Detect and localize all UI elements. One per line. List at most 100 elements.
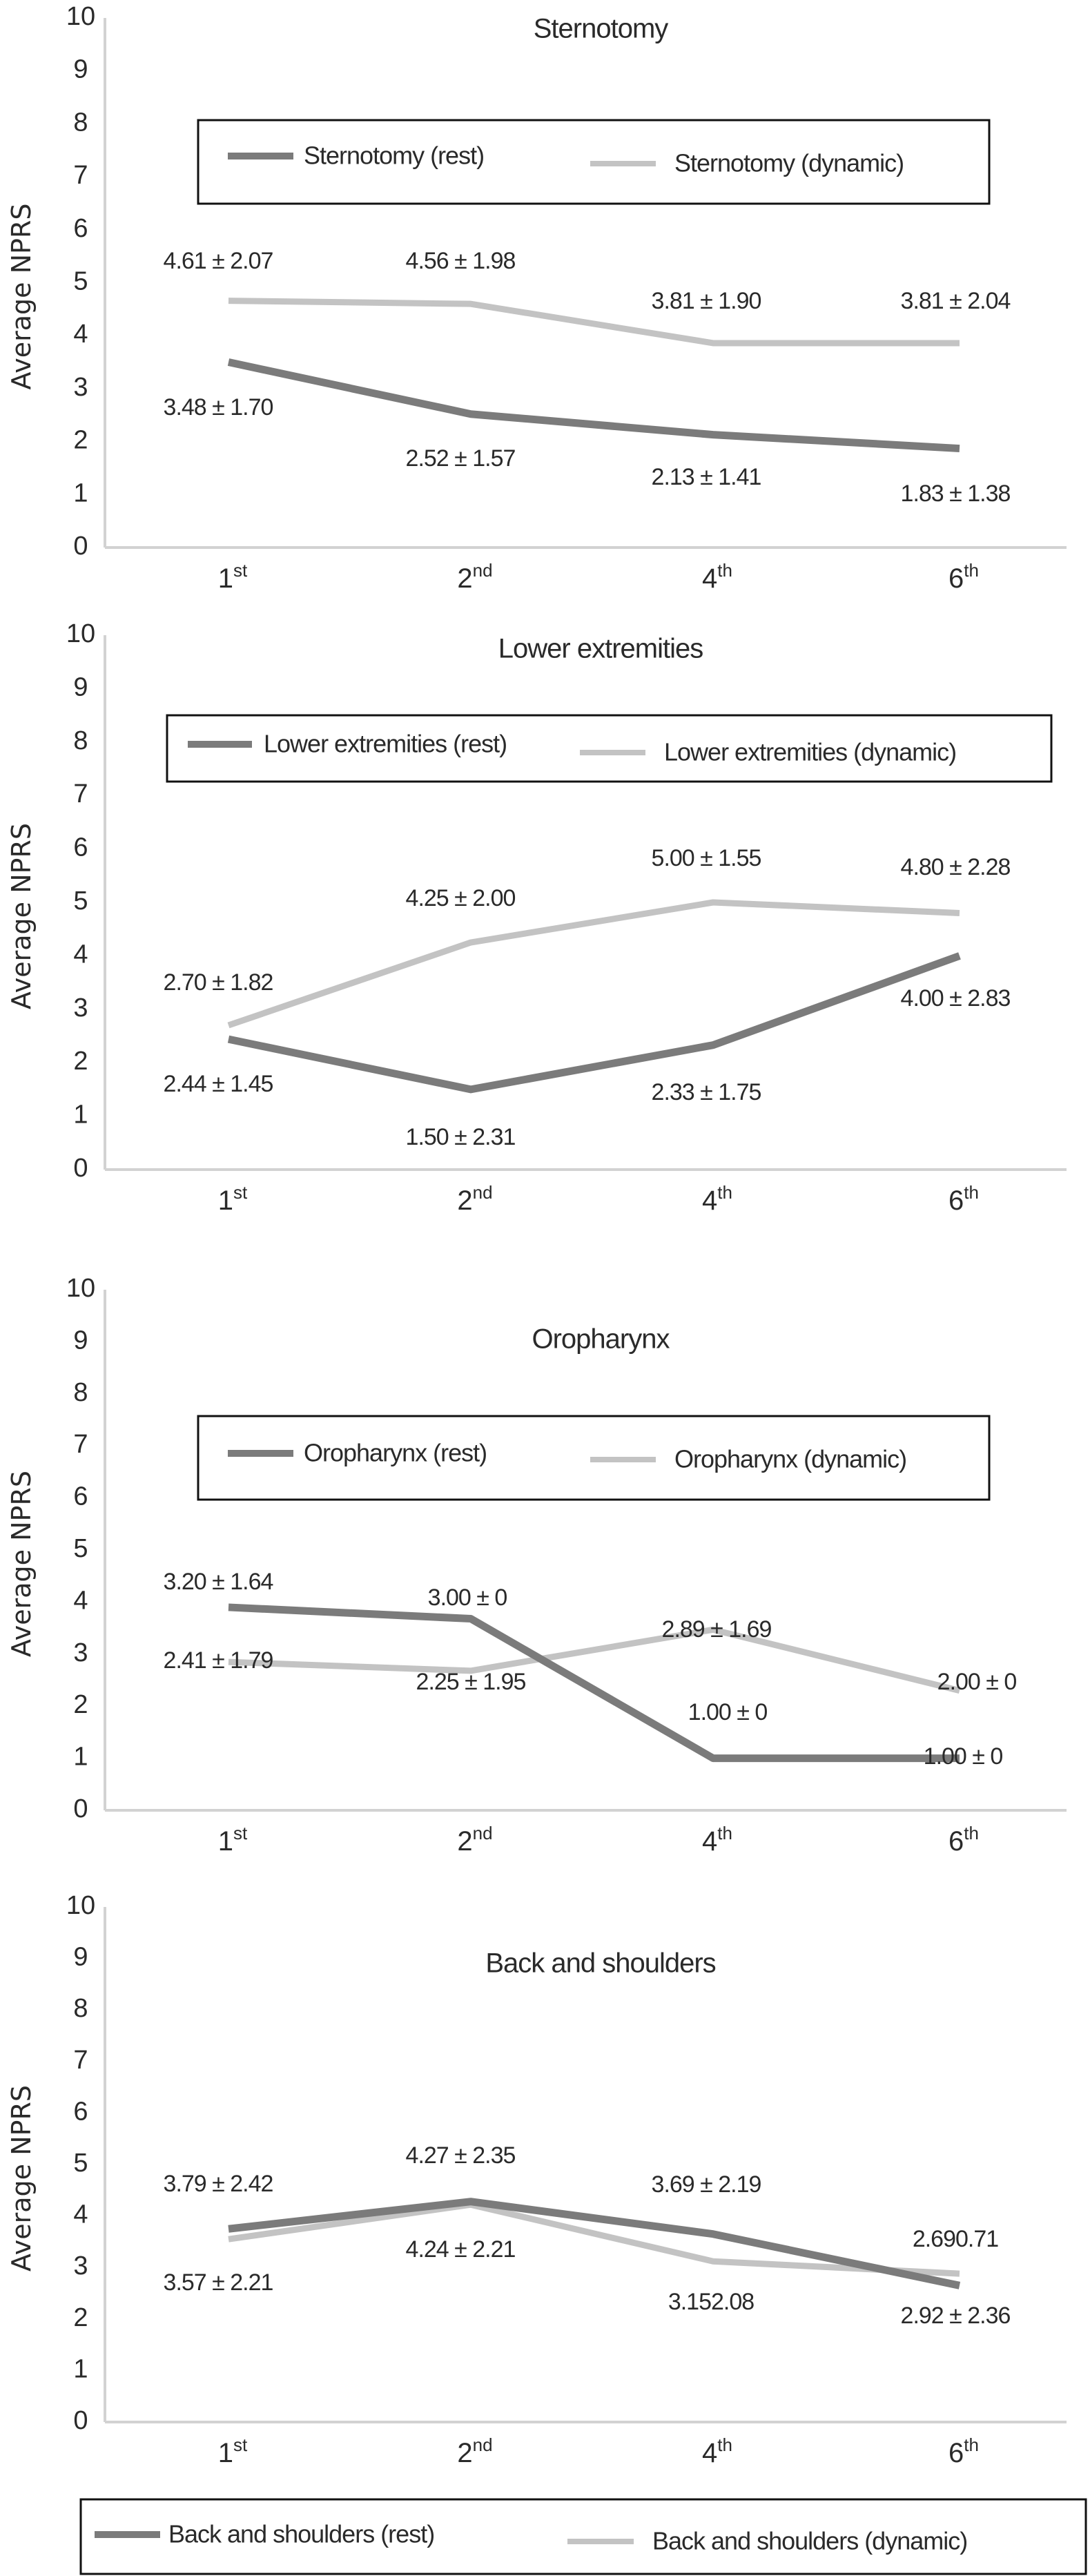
- data-label-dynamic: 4.56 ± 1.98: [406, 248, 516, 274]
- x-tick-number: 4: [702, 1826, 717, 1857]
- y-tick-label: 9: [73, 55, 88, 84]
- y-tick-label: 0: [73, 532, 88, 561]
- data-label-rest: 2.52 ± 1.57: [406, 445, 516, 472]
- legend: Sternotomy (rest) Sternotomy (dynamic): [197, 119, 991, 205]
- data-label-rest: 2.44 ± 1.45: [164, 1071, 273, 1097]
- y-tick-label: 6: [73, 833, 88, 862]
- x-tick-number: 4: [702, 2438, 717, 2468]
- data-label-dynamic: 2.25 ± 1.95: [416, 1669, 526, 1695]
- series-line-dynamic: [228, 2201, 960, 2277]
- data-label-rest: 3.20 ± 1.64: [164, 1569, 273, 1595]
- y-tick-label: 7: [73, 779, 88, 808]
- y-tick-label: 0: [73, 2406, 88, 2435]
- x-tick-ordinal-suffix: nd: [473, 1823, 493, 1843]
- x-tick-number: 1: [218, 563, 233, 594]
- x-tick-label: 1st: [218, 2434, 248, 2468]
- x-tick-ordinal-suffix: th: [964, 2434, 979, 2455]
- x-tick-number: 4: [702, 1185, 717, 1216]
- x-tick-ordinal-suffix: nd: [473, 2434, 493, 2455]
- data-label-rest: 2.92 ± 2.36: [901, 2303, 1011, 2329]
- y-tick-label: 10: [66, 1891, 95, 1920]
- y-axis-title: Average NPRS: [6, 1471, 37, 1657]
- x-tick-ordinal-suffix: th: [964, 560, 979, 581]
- y-tick-label: 3: [73, 373, 88, 402]
- y-tick-label: 5: [73, 887, 88, 916]
- x-tick-ordinal-suffix: st: [233, 1182, 248, 1203]
- x-tick-number: 6: [948, 2438, 964, 2468]
- x-tick-number: 2: [457, 1185, 472, 1216]
- data-label-rest: 1.50 ± 2.31: [406, 1124, 516, 1150]
- y-tick-label: 1: [73, 1101, 88, 1130]
- data-label-rest: 4.00 ± 2.83: [901, 985, 1011, 1011]
- data-label-dynamic: 4.61 ± 2.07: [164, 248, 273, 274]
- data-label-rest: 2.13 ± 1.41: [652, 464, 761, 490]
- data-label-dynamic: 4.24 ± 2.21: [406, 2236, 516, 2263]
- x-tick-number: 4: [702, 563, 717, 594]
- data-label-dynamic: 2.41 ± 1.79: [164, 1647, 273, 1674]
- legend-label-rest: Oropharynx (rest): [304, 1439, 487, 1467]
- x-tick-label: 4th: [702, 560, 732, 594]
- legend-label-rest: Sternotomy (rest): [304, 142, 484, 170]
- y-tick-label: 5: [73, 1534, 88, 1563]
- x-tick-label: 6th: [948, 2434, 979, 2468]
- legend-label-dynamic: Back and shoulders (dynamic): [652, 2527, 967, 2555]
- y-tick-label: 7: [73, 1430, 88, 1459]
- x-tick-number: 6: [948, 563, 964, 594]
- legend-box: [166, 714, 1053, 783]
- x-tick-ordinal-suffix: th: [717, 1823, 732, 1843]
- y-tick-label: 10: [66, 1274, 95, 1303]
- x-tick-number: 1: [218, 1826, 233, 1857]
- data-label-rest: 1.83 ± 1.38: [901, 481, 1011, 507]
- y-tick-label: 2: [73, 426, 88, 455]
- x-tick-number: 2: [457, 563, 472, 594]
- legend-label-dynamic: Sternotomy (dynamic): [674, 149, 904, 177]
- data-label-rest: 3.69 ± 2.19: [652, 2171, 761, 2198]
- x-tick-label: 2nd: [457, 1823, 492, 1857]
- x-tick-label: 1st: [218, 560, 248, 594]
- data-label-rest: 1.00 ± 0: [688, 1699, 768, 1725]
- x-tick-label: 4th: [702, 2434, 732, 2468]
- y-tick-label: 6: [73, 214, 88, 243]
- x-tick-number: 2: [457, 2438, 472, 2468]
- data-label-rest: 3.79 ± 2.42: [164, 2171, 273, 2197]
- y-tick-label: 7: [73, 161, 88, 190]
- data-label-rest: 3.00 ± 0: [428, 1585, 507, 1611]
- series-line-dynamic: [227, 899, 960, 1029]
- chart-title: Oropharynx: [532, 1324, 670, 1355]
- y-tick-label: 10: [66, 619, 95, 648]
- y-tick-label: 1: [73, 478, 88, 507]
- y-tick-label: 9: [73, 1943, 88, 1972]
- x-tick-ordinal-suffix: th: [964, 1182, 979, 1203]
- y-tick-label: 3: [73, 1638, 88, 1667]
- legend-label-rest: Back and shoulders (rest): [168, 2520, 434, 2548]
- legend: Back and shoulders (rest) Back and should…: [79, 2498, 1087, 2575]
- y-tick-label: 0: [73, 1154, 88, 1183]
- y-tick-label: 8: [73, 1994, 88, 2023]
- y-tick-label: 2: [73, 2303, 88, 2332]
- data-label-dynamic: 3.152.08: [668, 2289, 754, 2315]
- x-tick-number: 6: [948, 1826, 964, 1857]
- y-tick-label: 8: [73, 108, 88, 137]
- x-tick-label: 6th: [948, 1182, 979, 1216]
- y-tick-label: 8: [73, 1378, 88, 1407]
- y-tick-label: 4: [73, 940, 88, 969]
- y-axis-title: Average NPRS: [6, 204, 37, 390]
- x-tick-label: 2nd: [457, 2434, 492, 2468]
- x-tick-label: 6th: [948, 1823, 979, 1857]
- chart-panel-lower-extremities: 0 1 2 3 4 5 6 7 8 9 10 Average NPRS Lower extremitie…: [6, 619, 1067, 1216]
- x-tick-label: 4th: [702, 1182, 732, 1216]
- series-line-rest: [227, 358, 960, 453]
- chart-title: Back and shoulders: [485, 1948, 715, 1979]
- x-tick-ordinal-suffix: st: [233, 2434, 248, 2455]
- data-label-dynamic: 2.70 ± 1.82: [164, 969, 273, 996]
- legend: Oropharynx (rest) Oropharynx (dynamic): [197, 1415, 991, 1501]
- series-line-dynamic: [228, 1626, 961, 1694]
- y-tick-label: 4: [73, 2200, 88, 2229]
- x-tick-ordinal-suffix: st: [233, 560, 248, 581]
- series-line-dynamic: [228, 298, 960, 347]
- x-tick-label: 6th: [948, 560, 979, 594]
- y-tick-label: 9: [73, 672, 88, 701]
- x-tick-label: 2nd: [457, 560, 492, 594]
